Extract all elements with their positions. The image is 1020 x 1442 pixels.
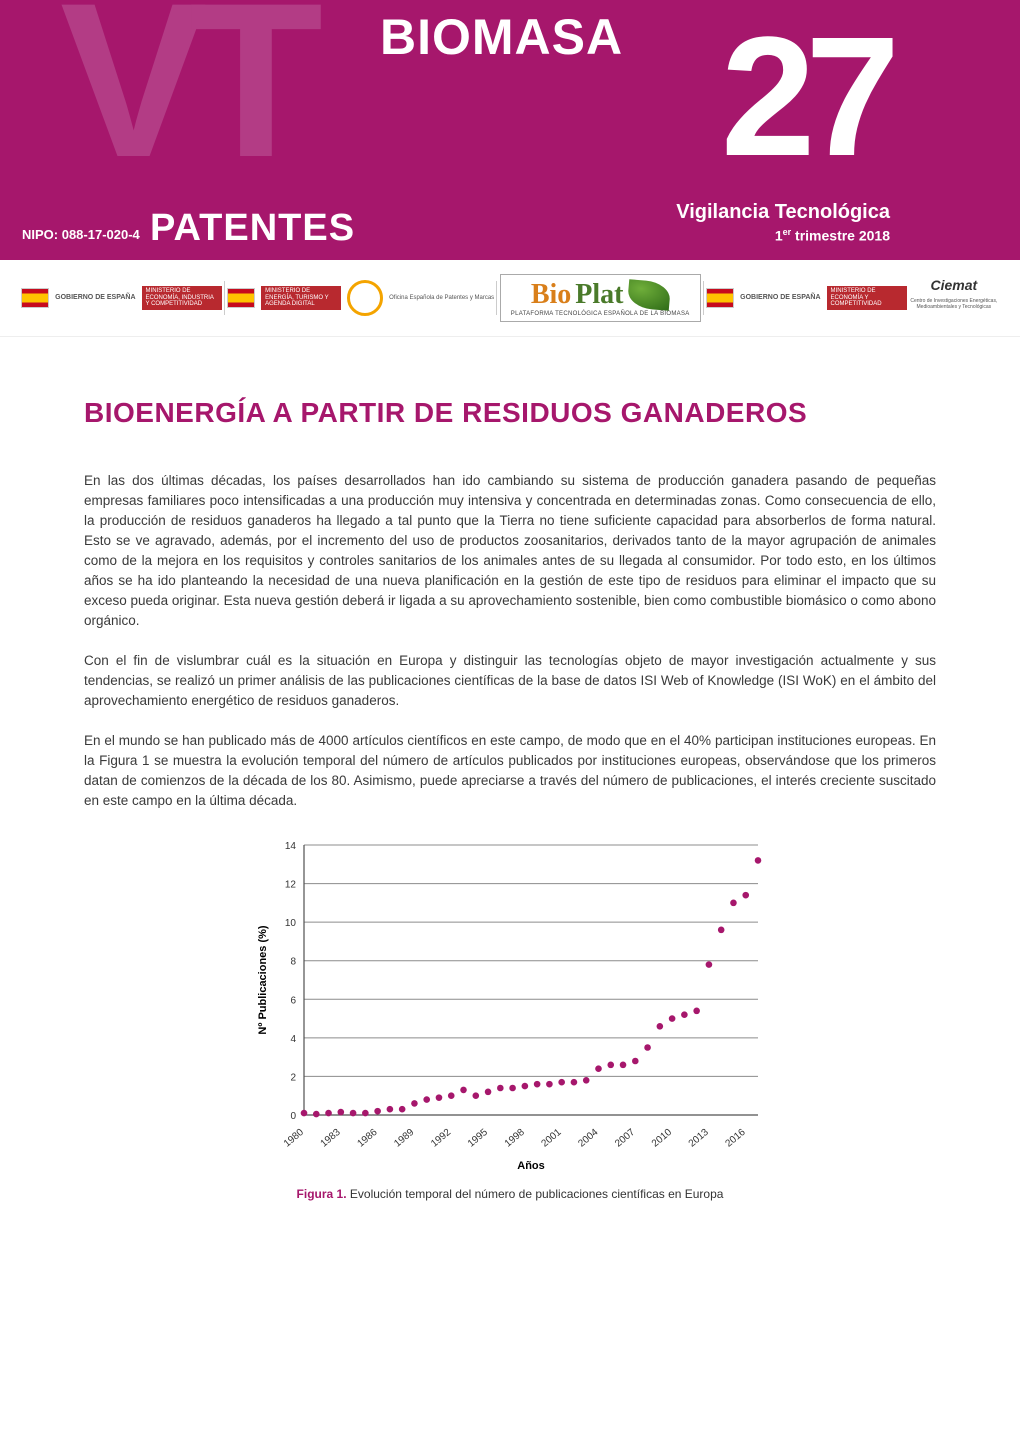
- vt-watermark: VT: [60, 0, 305, 190]
- svg-text:1998: 1998: [503, 1126, 527, 1149]
- logo-bioplat: BioPlat PLATAFORMA TECNOLÓGICA ESPAÑOLA …: [500, 274, 701, 322]
- svg-text:1989: 1989: [392, 1126, 416, 1149]
- figure-1-chart: 0 2 4 6 8 10 12 14 1980 1983 1986 1989 1992 1995 1998 2…: [230, 835, 790, 1201]
- svg-text:Nº Publicaciones (%): Nº Publicaciones (%): [257, 925, 269, 1034]
- svg-text:2004: 2004: [576, 1126, 600, 1149]
- svg-text:1992: 1992: [429, 1126, 453, 1149]
- svg-text:2013: 2013: [687, 1126, 711, 1149]
- svg-text:0: 0: [290, 1111, 296, 1122]
- trimestre-label: 1er trimestre 2018: [775, 227, 890, 244]
- svg-text:4: 4: [290, 1033, 296, 1044]
- logo-separator: [496, 281, 497, 315]
- svg-text:2001: 2001: [539, 1126, 563, 1149]
- logo-gobierno-1: GOBIERNO DE ESPAÑA MINISTERIO DE ECONOMÍ…: [21, 277, 221, 319]
- svg-text:2: 2: [290, 1072, 296, 1083]
- category-title: BIOMASA: [380, 8, 623, 66]
- svg-text:8: 8: [290, 956, 296, 967]
- oepm-icon: [347, 280, 383, 316]
- svg-text:1995: 1995: [466, 1126, 490, 1149]
- vigilancia-label: Vigilancia Tecnológica: [676, 201, 890, 224]
- leaf-icon: [626, 279, 670, 311]
- paragraph-3: En el mundo se han publicado más de 4000…: [84, 731, 936, 811]
- scatter-chart-svg: 0 2 4 6 8 10 12 14 1980 1983 1986 1989 1992 1995 1998 2…: [250, 835, 770, 1175]
- svg-text:1980: 1980: [282, 1126, 306, 1149]
- svg-text:6: 6: [290, 995, 296, 1006]
- article-title: BIOENERGÍA A PARTIR DE RESIDUOS GANADERO…: [84, 397, 936, 429]
- logo-separator: [224, 281, 225, 315]
- svg-text:2007: 2007: [613, 1126, 637, 1149]
- logo-oepm: MINISTERIO DE ENERGÍA, TURISMO Y AGENDA …: [227, 277, 494, 319]
- logo-gobierno-2: GOBIERNO DE ESPAÑA MINISTERIO DE ECONOMÍ…: [706, 277, 906, 319]
- spain-flag-icon: [21, 288, 49, 308]
- issue-number: 27: [721, 12, 890, 182]
- paragraph-2: Con el fin de vislumbrar cuál es la situ…: [84, 651, 936, 711]
- svg-text:Años: Años: [517, 1160, 545, 1172]
- logo-strip: GOBIERNO DE ESPAÑA MINISTERIO DE ECONOMÍ…: [0, 260, 1020, 337]
- svg-text:2010: 2010: [650, 1126, 674, 1149]
- svg-text:14: 14: [285, 841, 297, 852]
- figure-caption: Figura 1. Evolución temporal del número …: [230, 1187, 790, 1201]
- svg-text:10: 10: [285, 918, 297, 929]
- spain-flag-icon: [706, 288, 734, 308]
- svg-text:1986: 1986: [355, 1126, 379, 1149]
- logo-separator: [703, 281, 704, 315]
- spain-flag-icon: [227, 288, 255, 308]
- paragraph-1: En las dos últimas décadas, los países d…: [84, 471, 936, 631]
- svg-text:1983: 1983: [319, 1126, 343, 1149]
- svg-text:12: 12: [285, 879, 297, 890]
- logo-ciemat: Ciemat Centro de Investigaciones Energét…: [909, 277, 999, 319]
- svg-text:2016: 2016: [724, 1126, 748, 1149]
- patentes-label: PATENTES: [150, 207, 355, 250]
- nipo-code: NIPO: 088-17-020-4: [22, 227, 140, 242]
- article-body: BIOENERGÍA A PARTIR DE RESIDUOS GANADERO…: [0, 337, 1020, 1251]
- header-banner: VT BIOMASA 27 NIPO: 088-17-020-4 PATENTE…: [0, 0, 1020, 260]
